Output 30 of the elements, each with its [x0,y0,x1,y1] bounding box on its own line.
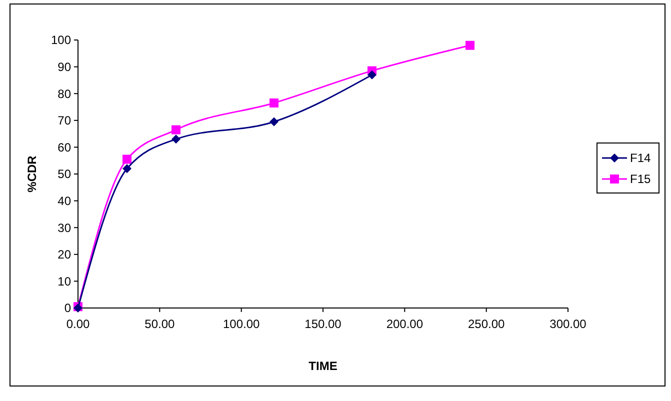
point [122,154,132,164]
y-tick-label: 0 [64,301,72,316]
x-tick-label: 200.00 [386,317,424,331]
point [466,40,474,50]
y-tick-label: 50 [58,167,72,182]
x-tick-label: 300.00 [550,317,587,331]
y-tick-label: 30 [58,220,72,235]
y-tick-label: 60 [58,140,72,154]
x-axis-title: TIME [308,359,338,373]
point [270,98,278,108]
x-tick-label: 100.00 [222,317,260,331]
legend-label: F15 [630,172,652,186]
y-tick-label: 100 [50,33,72,48]
point [368,70,376,80]
y-tick-label: 90 [58,60,72,74]
y-tick-label: 10 [58,274,72,288]
y-axis-title: %CDR [25,155,39,192]
y-tick-label: 20 [58,248,72,262]
point [122,164,132,174]
x-tick-label: 150.00 [304,317,342,331]
y-tick-label: 70 [58,114,72,128]
x-tick-label: 250.00 [468,317,506,331]
point [270,117,278,126]
y-tick-label: 40 [58,194,72,208]
point [172,134,180,144]
y-tick-label: 80 [58,86,72,101]
point [172,125,180,134]
x-tick-label: 0.00 [66,317,90,331]
legend-label: F14 [630,151,652,166]
x-tick-label: 50.00 [144,317,176,331]
